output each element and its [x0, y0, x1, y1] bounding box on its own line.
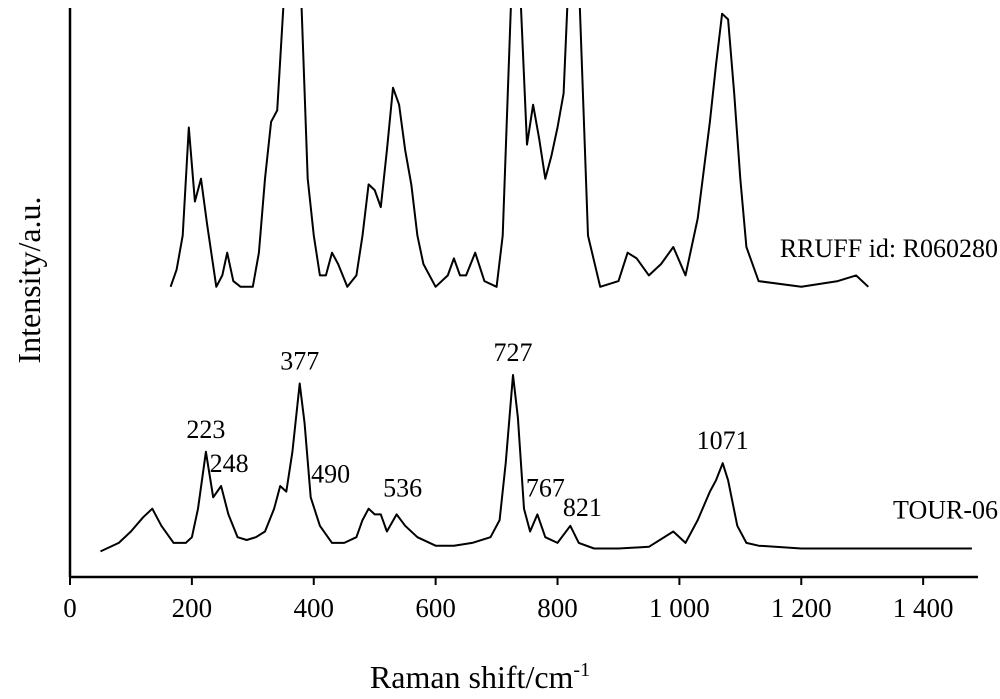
x-tick-label: 200: [172, 593, 213, 623]
peak-label: 248: [210, 449, 249, 478]
series-label: TOUR-06: [893, 496, 998, 525]
x-tick-label: 1 000: [649, 593, 710, 623]
x-axis-label-sup: -1: [573, 659, 590, 681]
peak-label: 727: [494, 338, 533, 367]
peak-label: 821: [563, 493, 602, 522]
y-axis-label: Intensity/a.u.: [11, 196, 47, 363]
x-tick-label: 1 400: [893, 593, 954, 623]
x-tick-label: 600: [415, 593, 456, 623]
plot-area: [100, 8, 972, 553]
series-label: RRUFF id: R060280: [780, 234, 998, 263]
x-tick-label: 800: [537, 593, 578, 623]
x-axis-label-main: Raman shift/cm: [370, 659, 574, 695]
peak-label: 767: [526, 473, 565, 502]
peak-label: 536: [383, 473, 422, 502]
peak-label: 223: [186, 415, 225, 444]
x-axis-label: Raman shift/cm-1: [370, 659, 590, 695]
peak-label: 377: [280, 347, 319, 376]
peak-label: 490: [311, 460, 350, 489]
spectrum-line: [169, 8, 869, 288]
x-tick-label: 1 200: [771, 593, 832, 623]
x-tick-label: 0: [63, 593, 77, 623]
spectrum-line: [100, 374, 972, 553]
x-tick-label: 400: [294, 593, 335, 623]
peak-label: 1071: [697, 426, 749, 455]
